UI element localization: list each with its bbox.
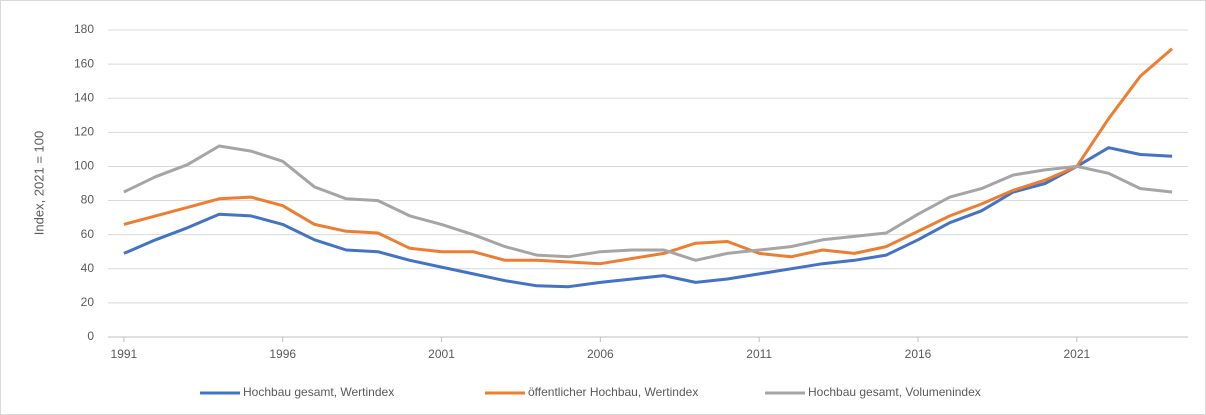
x-tick-label: 1991 xyxy=(111,347,138,361)
y-tick-label: 40 xyxy=(81,261,95,275)
y-axis-label: Index, 2021 = 100 xyxy=(31,131,46,235)
series-line xyxy=(123,144,1173,262)
series-line xyxy=(123,47,1174,266)
x-tick-label: 2021 xyxy=(1063,347,1090,361)
series-line xyxy=(123,146,1173,289)
x-tick-label: 1996 xyxy=(269,347,296,361)
legend-label: öffentlicher Hochbau, Wertindex xyxy=(528,385,698,399)
x-tick-label: 2006 xyxy=(587,347,614,361)
y-tick-label: 120 xyxy=(74,125,94,139)
y-tick-label: 140 xyxy=(74,90,94,104)
y-tick-label: 100 xyxy=(74,159,94,173)
x-tick-label: 2016 xyxy=(905,347,932,361)
y-tick-label: 80 xyxy=(81,193,95,207)
y-tick-label: 0 xyxy=(87,329,94,343)
y-tick-label: 180 xyxy=(74,22,94,36)
legend-label: Hochbau gesamt, Wertindex xyxy=(243,385,394,399)
y-tick-label: 160 xyxy=(74,56,94,70)
x-tick-label: 2001 xyxy=(428,347,455,361)
y-tick-label: 60 xyxy=(81,227,95,241)
legend-label: Hochbau gesamt, Volumenindex xyxy=(808,385,981,399)
y-tick-label: 20 xyxy=(81,295,95,309)
x-tick-label: 2011 xyxy=(746,347,772,361)
